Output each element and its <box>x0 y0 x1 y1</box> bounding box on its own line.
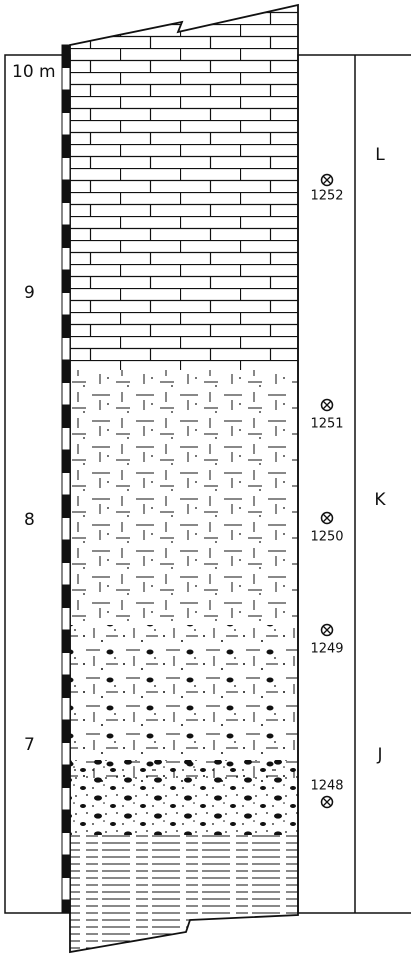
scale-segment <box>62 585 70 608</box>
lithology <box>70 0 300 955</box>
scale-segment <box>62 653 70 676</box>
scale-segment <box>62 878 70 901</box>
scale-segment <box>62 765 70 788</box>
scale-segment <box>62 68 70 91</box>
unit-label: L <box>375 145 385 165</box>
sample-marker-cross <box>323 798 331 806</box>
scale-segment <box>62 225 70 248</box>
scale-segment <box>62 698 70 721</box>
scale-segment <box>62 810 70 833</box>
sample-markers <box>322 175 333 808</box>
scale-label: 7 <box>24 735 35 755</box>
scale-segment <box>62 743 70 766</box>
scale-segment <box>62 563 70 586</box>
scale-segment <box>62 540 70 563</box>
sample-marker-cross <box>323 401 331 409</box>
scale-segment <box>62 45 70 68</box>
scale-segment <box>62 270 70 293</box>
unit-label: K <box>374 490 386 510</box>
scale-segment <box>62 90 70 113</box>
stratigraphic-column: 10 m 9 8 7 L K J 1252 1251 1250 1249 124… <box>0 0 411 955</box>
scale-segment <box>62 720 70 743</box>
sample-label: 1248 <box>310 779 343 794</box>
scale-segment <box>62 855 70 878</box>
scale-segment <box>62 675 70 698</box>
scale-segment <box>62 180 70 203</box>
sample-label: 1250 <box>310 530 343 545</box>
scale-segment <box>62 338 70 361</box>
scale-label: 9 <box>24 283 35 303</box>
sample-marker-cross <box>323 514 331 522</box>
scale-segment <box>62 383 70 406</box>
scale-segment <box>62 428 70 451</box>
sample-marker-cross <box>323 626 331 634</box>
scale-segment <box>62 203 70 226</box>
sample-label: 1249 <box>310 642 343 657</box>
scale-segment <box>62 315 70 338</box>
sample-label: 1252 <box>310 189 343 204</box>
unit-label: J <box>376 745 382 765</box>
scale-segment <box>62 473 70 496</box>
scale-segment <box>62 450 70 473</box>
scale-segment <box>62 518 70 541</box>
scale-segment <box>62 135 70 158</box>
scale-segment <box>62 293 70 316</box>
scale-bar <box>62 45 70 912</box>
sample-label: 1251 <box>310 417 343 432</box>
scale-segment <box>62 495 70 518</box>
scale-segment <box>62 833 70 856</box>
scale-segment <box>62 113 70 136</box>
scale-segment <box>62 900 70 912</box>
scale-segment <box>62 630 70 653</box>
scale-label: 10 m <box>12 62 56 82</box>
scale-segment <box>62 405 70 428</box>
scale-segment <box>62 158 70 181</box>
scale-segment <box>62 608 70 631</box>
scale-segment <box>62 248 70 271</box>
scale-label: 8 <box>24 510 35 530</box>
sample-marker-cross <box>323 176 331 184</box>
scale-segment <box>62 788 70 811</box>
scale-segment <box>62 360 70 383</box>
